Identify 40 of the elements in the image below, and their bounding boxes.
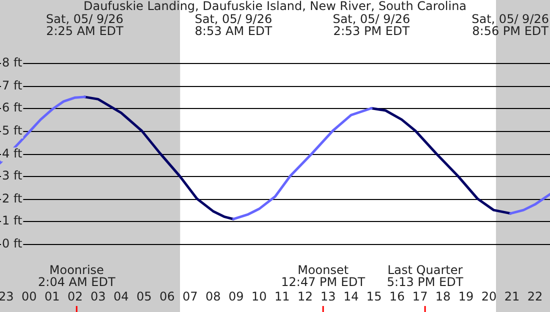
x-tick-label: 10 — [251, 289, 267, 304]
x-tick-label: 04 — [113, 289, 129, 304]
x-tick-label: 03 — [90, 289, 106, 304]
y-tick-label: 7 ft — [2, 78, 22, 93]
y-tick-label: 2 ft — [2, 192, 22, 206]
x-tick-label: 15 — [366, 289, 382, 304]
text: Sat, 05/ 9/26 8:56 PM EDT — [472, 12, 550, 38]
y-tick-label: 4 ft — [2, 146, 22, 161]
ref-line-label: Moonset 12:47 PM EDT — [281, 263, 366, 290]
x-tick-label: 11 — [274, 289, 290, 304]
y-tick-label: 5 ft — [2, 124, 22, 138]
x-tick-label: 14 — [343, 289, 359, 304]
chart-title: Daufuskie Landing, Daufuskie Island, New River, South Carolina — [83, 0, 467, 14]
y-tick-label: 1 ft — [2, 214, 22, 228]
x-tick-label: 18 — [435, 289, 451, 304]
x-tick-label: 01 — [44, 289, 60, 304]
x-tick-label: 13 — [320, 289, 336, 304]
y-tick-label: 3 ft — [2, 168, 22, 183]
x-tick-label: 12 — [297, 289, 313, 304]
x-tick-label: 17 — [412, 289, 428, 304]
x-tick-label: 21 — [504, 289, 520, 304]
x-tick-label: 05 — [136, 289, 152, 304]
x-tick-label: 20 — [481, 289, 497, 304]
x-tick-label: 19 — [458, 289, 474, 304]
text: Sat, 05/ 9/26 2:25 AM EDT — [46, 12, 124, 38]
ref-line-label: Last Quarter 5:13 PM EDT — [386, 263, 464, 290]
x-tick-label: 07 — [182, 289, 198, 304]
x-tick-label: 08 — [205, 289, 221, 304]
x-tick-label: 00 — [21, 289, 37, 304]
text: Sat, 05/ 9/26 2:53 PM EDT — [332, 12, 410, 38]
x-tick-label: 02 — [67, 289, 83, 304]
y-tick-label: 8 ft — [2, 56, 22, 70]
x-tick-label: 16 — [389, 289, 405, 304]
y-tick-label: 6 ft — [2, 100, 22, 115]
x-tick-label: 22 — [527, 289, 543, 304]
ref-line-label: Moonrise 2:04 AM EDT — [38, 263, 116, 290]
y-tick-label: 0 ft — [2, 236, 22, 251]
x-tick-label: 06 — [159, 289, 175, 304]
text: Sat, 05/ 9/26 8:53 AM EDT — [194, 12, 273, 38]
x-tick-label: 09 — [228, 289, 244, 304]
